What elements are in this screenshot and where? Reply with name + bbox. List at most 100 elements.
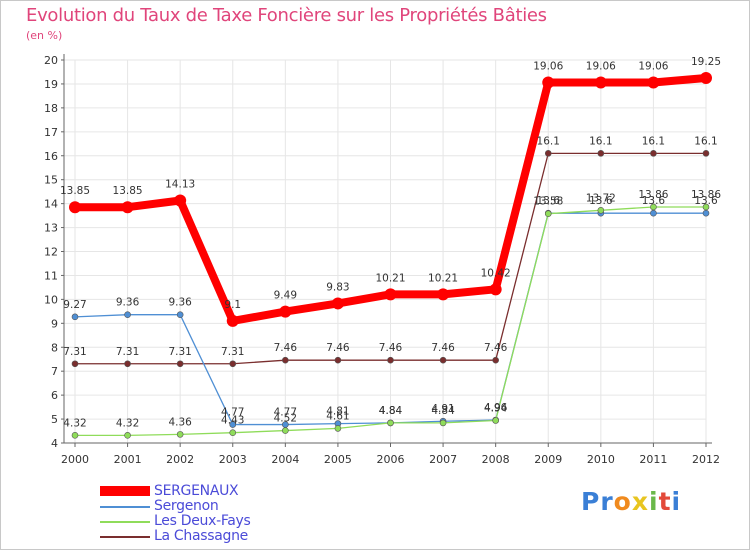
data-label-la-chassagne: 7.31 — [63, 346, 86, 358]
data-point-sergenaux — [647, 76, 660, 89]
data-label-sergenaux: 19.06 — [638, 61, 668, 73]
data-label-les-deux-fays: 4.61 — [326, 410, 349, 422]
data-label-les-deux-fays: 4.94 — [484, 402, 508, 414]
y-tick-label: 16 — [44, 150, 58, 163]
data-point-la-chassagne — [439, 356, 447, 364]
data-label-sergenaux: 10.21 — [428, 272, 458, 284]
legend-swatch-les-deux-fays — [100, 521, 150, 523]
y-tick-label: 10 — [44, 293, 58, 306]
data-label-sergenon: 13.6 — [642, 195, 666, 207]
data-label-sergenaux: 9.83 — [326, 281, 349, 293]
data-point-la-chassagne — [702, 150, 710, 157]
data-label-les-deux-fays: 4.32 — [63, 417, 86, 429]
data-label-les-deux-fays: 13.72 — [586, 192, 616, 204]
data-point-les-deux-fays — [597, 207, 605, 214]
data-label-sergenon: 4.77 — [221, 407, 244, 419]
data-label-les-deux-fays: 4.84 — [431, 405, 455, 417]
data-label-les-deux-fays: 4.43 — [221, 415, 244, 427]
data-point-les-deux-fays — [702, 203, 710, 211]
data-label-sergenaux: 10.42 — [481, 267, 511, 279]
legend-label-les-deux-fays: Les Deux-Fays — [154, 513, 251, 529]
y-tick-label: 12 — [44, 246, 58, 259]
data-point-sergenaux — [700, 71, 712, 84]
data-point-sergenaux — [384, 288, 397, 301]
data-label-la-chassagne: 7.46 — [484, 342, 508, 354]
data-point-sergenon — [176, 311, 184, 318]
data-label-la-chassagne: 7.46 — [431, 342, 455, 354]
legend-swatch-sergenon — [100, 506, 150, 508]
legend-item-sergenaux: SERGENAUX — [100, 484, 400, 499]
data-point-sergenon — [71, 313, 79, 321]
x-tick-label: 2003 — [219, 453, 247, 466]
x-tick-label: 2000 — [61, 453, 89, 466]
data-label-sergenon: 4.91 — [431, 403, 454, 415]
y-tick-label: 4 — [51, 437, 58, 450]
data-label-sergenon: 9.36 — [168, 297, 192, 309]
data-label-sergenon: 4.96 — [484, 402, 508, 414]
data-label-sergenaux: 9.49 — [274, 290, 297, 302]
legend-swatch-sergenaux — [100, 486, 150, 496]
legend-label-la-chassagne: La Chassagne — [154, 528, 248, 544]
x-tick-label: 2007 — [429, 453, 457, 466]
x-tick-label: 2009 — [534, 453, 562, 466]
x-tick-label: 2010 — [587, 453, 615, 466]
data-point-sergenaux — [226, 314, 239, 327]
data-label-les-deux-fays: 13.86 — [691, 189, 721, 201]
data-point-sergenaux — [331, 297, 344, 310]
data-point-les-deux-fays — [176, 431, 184, 438]
y-tick-label: 18 — [44, 102, 58, 115]
x-tick-label: 2001 — [114, 453, 142, 466]
y-tick-label: 7 — [51, 365, 58, 378]
data-point-la-chassagne — [124, 360, 131, 368]
logo-letter: t — [658, 487, 672, 516]
y-tick-label: 11 — [44, 269, 58, 282]
data-label-les-deux-fays: 13.58 — [533, 196, 563, 208]
data-point-sergenaux — [69, 201, 81, 214]
data-label-la-chassagne: 16.1 — [589, 135, 612, 147]
data-point-les-deux-fays — [387, 419, 394, 427]
data-label-sergenon: 13.6 — [694, 195, 718, 207]
logo-letter: x — [631, 487, 649, 516]
data-label-la-chassagne: 7.46 — [326, 342, 350, 354]
data-label-sergenon: 13.6 — [537, 195, 561, 207]
data-label-les-deux-fays: 4.32 — [116, 417, 139, 429]
logo-letter: o — [613, 487, 632, 516]
data-point-sergenaux — [437, 288, 450, 301]
y-tick-label: 15 — [44, 174, 58, 187]
data-point-la-chassagne — [282, 356, 289, 364]
data-label-les-deux-fays: 4.36 — [168, 416, 192, 428]
x-tick-label: 2004 — [271, 453, 299, 466]
data-point-sergenon — [229, 421, 237, 428]
data-point-la-chassagne — [387, 356, 394, 364]
data-label-la-chassagne: 16.1 — [694, 135, 717, 147]
y-tick-label: 9 — [51, 317, 58, 330]
data-point-sergenon — [650, 209, 657, 217]
data-label-la-chassagne: 7.31 — [221, 346, 244, 358]
data-point-sergenaux — [542, 76, 555, 89]
data-point-les-deux-fays — [544, 210, 552, 217]
x-tick-label: 2012 — [692, 453, 720, 466]
data-label-sergenon: 9.27 — [63, 299, 86, 311]
data-point-sergenaux — [279, 305, 292, 318]
data-point-les-deux-fays — [282, 427, 289, 434]
data-label-sergenon: 4.84 — [379, 405, 403, 417]
data-label-la-chassagne: 16.1 — [537, 135, 560, 147]
data-label-sergenaux: 19.06 — [533, 61, 563, 73]
legend: SERGENAUX Sergenon Les Deux-Fays La Chas… — [100, 484, 400, 544]
data-point-la-chassagne — [334, 356, 342, 364]
data-label-sergenaux: 13.85 — [113, 185, 143, 197]
data-label-la-chassagne: 7.31 — [168, 346, 191, 358]
x-tick-label: 2006 — [377, 453, 405, 466]
data-label-sergenon: 4.77 — [274, 407, 297, 419]
logo-letter: i — [671, 487, 682, 516]
y-tick-label: 14 — [44, 198, 58, 211]
proxiti-logo: Proxiti — [581, 487, 681, 516]
x-tick-label: 2008 — [482, 453, 510, 466]
data-point-les-deux-fays — [650, 203, 657, 211]
data-point-sergenon — [124, 311, 131, 318]
data-point-les-deux-fays — [492, 417, 499, 424]
data-point-sergenaux — [174, 194, 187, 207]
data-point-la-chassagne — [229, 360, 237, 368]
data-point-la-chassagne — [650, 150, 657, 157]
